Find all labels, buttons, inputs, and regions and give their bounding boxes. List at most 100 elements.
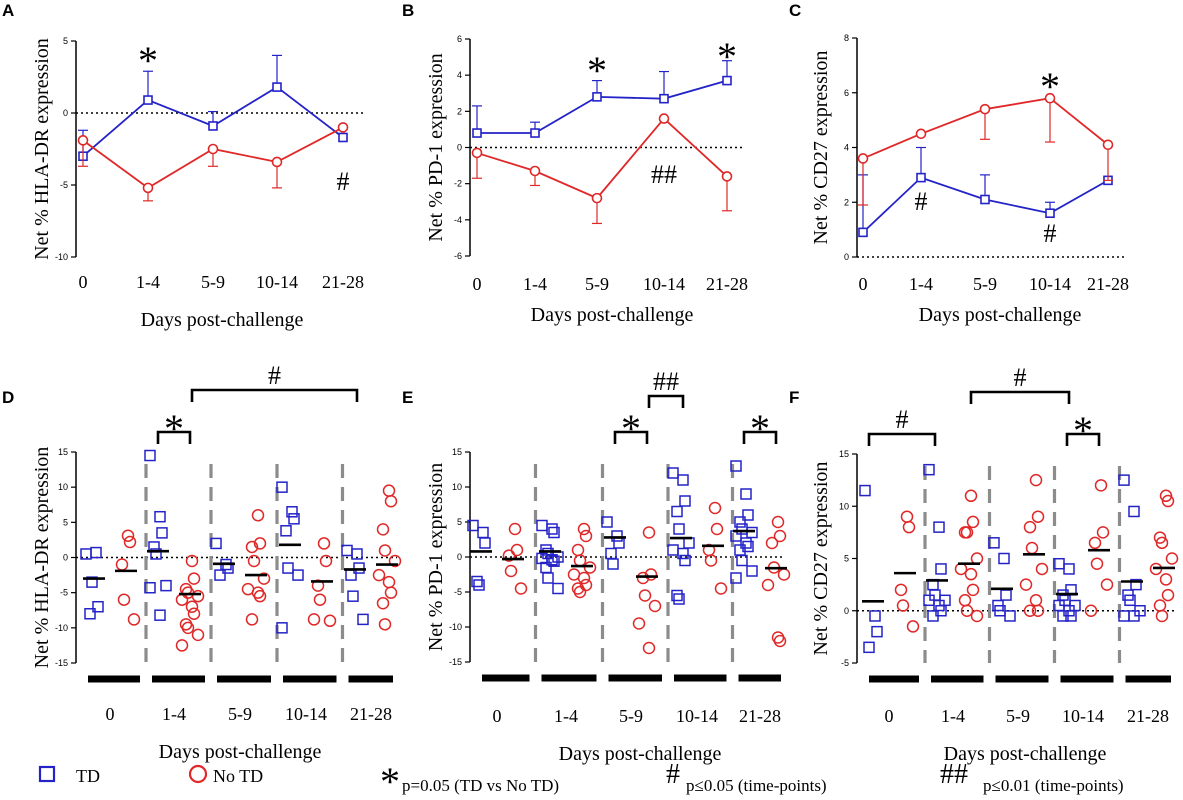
y-tick-label: 5 <box>63 36 68 46</box>
y-tick-label: 0 <box>457 143 462 153</box>
y-tick-label: 0 <box>457 552 462 562</box>
data-point-notd <box>970 552 984 565</box>
y-tick-label: 15 <box>452 447 462 457</box>
data-point-notd <box>964 567 978 581</box>
data-point-td <box>916 172 926 183</box>
data-point-notd <box>1155 536 1169 550</box>
x-axis-title: Days post-challenge <box>559 743 722 765</box>
data-point-td <box>923 463 935 476</box>
significance-bracket <box>867 432 937 446</box>
data-point-td <box>286 506 298 518</box>
data-point-td <box>92 600 104 613</box>
y-tick-label: 15 <box>58 447 68 457</box>
legend-hash-symbol: # <box>666 759 680 790</box>
x-category-label: 1-4 <box>136 272 160 292</box>
data-point-notd <box>1153 599 1167 612</box>
panel-letter: D <box>2 388 14 407</box>
bracket-marker: * <box>621 406 641 451</box>
x-category-label: 5-9 <box>228 704 252 724</box>
data-point-notd <box>714 582 728 595</box>
data-point-td <box>742 540 754 553</box>
data-point-td <box>1065 610 1077 622</box>
data-point-notd <box>1161 588 1175 602</box>
x-category-label: 5-9 <box>585 274 609 294</box>
panel-letter: C <box>789 1 801 20</box>
data-point-notd <box>207 143 219 155</box>
data-point-notd <box>191 589 205 603</box>
data-point-td <box>208 121 218 131</box>
x-category-label: 10-14 <box>676 706 718 726</box>
data-point-td <box>869 610 881 622</box>
significance-bracket <box>1065 432 1101 446</box>
y-tick-label: 0 <box>63 108 68 118</box>
data-point-td <box>351 548 363 560</box>
data-point-notd <box>658 113 670 124</box>
data-point-notd <box>857 153 869 164</box>
data-point-td <box>1124 594 1136 607</box>
significance-marker: * <box>1040 64 1060 109</box>
y-tick-label: -5 <box>841 658 849 668</box>
bracket-marker: * <box>1073 408 1093 453</box>
data-point-notd <box>175 639 189 652</box>
legend-star-text: p=0.05 (TD vs No TD) <box>402 776 559 795</box>
data-point-notd <box>960 526 974 539</box>
data-point-td <box>1118 474 1130 486</box>
data-point-td <box>927 610 939 622</box>
y-tick-label: 0 <box>844 252 849 262</box>
data-point-notd <box>579 529 593 543</box>
data-point-notd <box>257 572 271 585</box>
data-point-td <box>477 526 489 539</box>
data-point-td <box>292 569 304 581</box>
data-point-notd <box>642 526 656 539</box>
data-point-notd <box>247 554 261 568</box>
y-tick-label: -10 <box>449 622 462 632</box>
y-axis-title: Net % CD27 expression <box>810 462 832 656</box>
data-point-td <box>659 93 669 104</box>
y-tick-label: -10 <box>55 252 68 262</box>
data-point-notd <box>307 613 321 626</box>
data-point-notd <box>251 509 265 522</box>
data-point-td <box>858 227 868 238</box>
y-tick-label: -15 <box>449 657 462 667</box>
y-tick-label: 5 <box>63 517 68 527</box>
data-point-notd <box>185 600 199 613</box>
panel-letter: E <box>402 388 413 407</box>
data-point-td <box>988 537 1000 549</box>
data-point-notd <box>573 585 587 599</box>
data-point-notd <box>960 604 974 617</box>
x-axis-title: Days post-challenge <box>919 304 1082 326</box>
data-point-notd <box>1029 473 1043 487</box>
y-tick-label: 4 <box>844 143 849 153</box>
data-point-notd <box>591 192 603 204</box>
data-point-notd <box>529 165 541 177</box>
data-point-td <box>338 132 348 143</box>
data-point-notd <box>1084 604 1098 617</box>
y-tick-label: 10 <box>839 501 849 511</box>
legend-td-marker <box>38 765 56 783</box>
data-point-notd <box>979 103 991 115</box>
x-category-label: 21-28 <box>350 704 392 724</box>
data-point-notd <box>636 571 650 585</box>
data-point-notd <box>1155 609 1169 623</box>
data-point-notd <box>1090 557 1104 570</box>
data-point-notd <box>504 564 518 578</box>
data-point-td <box>673 593 685 605</box>
panel-letter: B <box>402 1 414 20</box>
data-point-td <box>683 537 695 549</box>
data-point-td <box>671 589 683 602</box>
data-point-notd <box>323 614 337 628</box>
data-point-notd <box>773 529 787 543</box>
y-tick-label: 8 <box>844 33 849 43</box>
data-point-td <box>1130 578 1142 591</box>
y-tick-label: 2 <box>457 106 462 116</box>
data-point-notd <box>771 515 785 529</box>
data-point-notd <box>317 537 331 550</box>
y-tick-label: -15 <box>55 658 68 668</box>
data-point-td <box>871 625 883 638</box>
data-point-notd <box>117 593 131 606</box>
data-point-td <box>479 537 491 549</box>
significance-bracket <box>647 394 685 408</box>
x-category-label: 21-28 <box>739 706 781 726</box>
data-point-td <box>473 579 485 591</box>
